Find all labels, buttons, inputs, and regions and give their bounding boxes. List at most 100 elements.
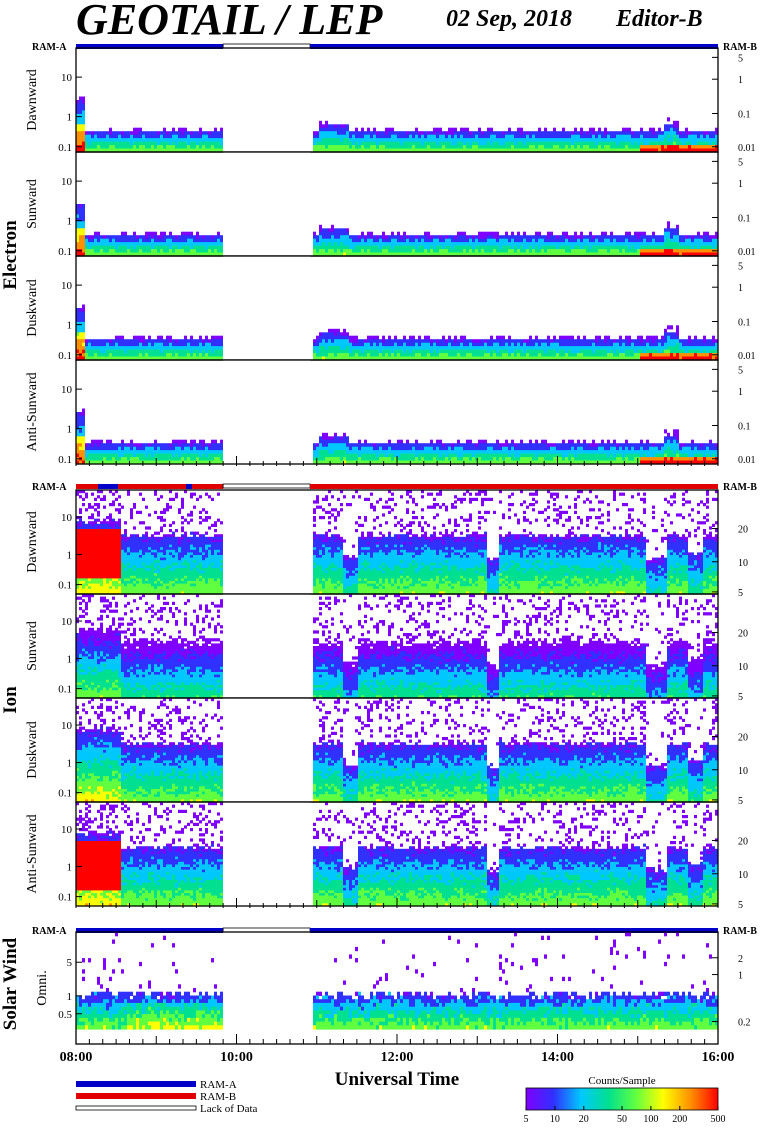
ram-right-label: RAM-B — [723, 926, 757, 937]
y-tick-label-right: 20 — [738, 628, 748, 639]
x-axis-label: Universal Time — [335, 1069, 459, 1090]
colorbar-tick-label: 100 — [643, 1114, 658, 1125]
y-tick-label-right: 0.01 — [738, 247, 756, 258]
y-tick-label-right: 0.1 — [738, 318, 751, 329]
y-tick-label: 10 — [61, 720, 73, 732]
ram-b-segment — [192, 484, 224, 489]
ram-left-label: RAM-A — [32, 926, 67, 937]
y-tick-label-right: 1 — [738, 75, 743, 86]
ram-a-segment — [98, 484, 118, 489]
legend-swatch-ram-a — [76, 1081, 196, 1087]
ram-a-segment — [76, 44, 224, 49]
panel-label: Sunward — [25, 179, 40, 229]
y-tick-label-right: 1 — [738, 971, 743, 982]
y-tick-label-right: 0.1 — [738, 422, 751, 433]
y-tick-label: 1 — [67, 757, 73, 769]
y-tick-label-right: 20 — [738, 836, 748, 847]
panel-label: Dawnward — [25, 69, 40, 130]
panel-Anti-Sunward — [75, 359, 719, 465]
legend-label: RAM-A — [200, 1079, 237, 1091]
y-tick-label-right: 1 — [738, 387, 743, 398]
colorbar-tick-label: 10 — [550, 1114, 560, 1125]
colorbar-tick-label: 5 — [524, 1114, 529, 1125]
y-tick-label-right: 0.01 — [738, 455, 756, 466]
panel-Dawnward — [75, 47, 719, 153]
panel-label: Sunward — [25, 621, 40, 671]
y-tick-label-right: 2 — [738, 954, 743, 965]
x-tick-label: 10:00 — [220, 1050, 253, 1065]
y-tick-label: 0.1 — [58, 580, 72, 592]
y-tick-label: 0.1 — [58, 684, 72, 696]
y-tick-label-right: 5 — [738, 796, 743, 807]
colorbar-tick-label: 200 — [672, 1114, 687, 1125]
y-tick-label: 0.1 — [58, 454, 72, 466]
ram-a-segment — [310, 928, 718, 933]
ram-b-segment — [310, 484, 718, 489]
panel-label: Anti-Sunward — [25, 372, 40, 451]
group-label: Ion — [0, 686, 21, 714]
y-tick-label-right: 0.1 — [738, 110, 751, 121]
y-tick-label: 10 — [61, 72, 73, 84]
y-tick-label: 1 — [67, 424, 73, 436]
chart-date: 02 Sep, 2018 — [446, 6, 572, 33]
y-tick-label-right: 5 — [738, 900, 743, 911]
group-label: Solar Wind — [0, 937, 21, 1030]
y-tick-label-right: 10 — [738, 558, 748, 569]
ram-a-segment — [76, 928, 224, 933]
y-tick-label-right: 5 — [738, 692, 743, 703]
panel-Dawnward — [75, 489, 719, 595]
ram-left-label: RAM-A — [32, 42, 67, 53]
y-tick-label: 1 — [67, 216, 73, 228]
chart-title: GEOTAIL / LEP — [76, 0, 382, 45]
legend-swatch-ram-b — [76, 1093, 196, 1099]
y-tick-label: 0.1 — [58, 788, 72, 800]
panel-Duskward — [75, 255, 719, 361]
colorbar-tick-label: 500 — [711, 1114, 726, 1125]
x-tick-label: 08:00 — [60, 1050, 93, 1065]
panel-label: Duskward — [25, 279, 40, 337]
y-tick-label: 10 — [61, 176, 73, 188]
colorbar-tick-label: 50 — [617, 1114, 627, 1125]
y-tick-label-right: 5 — [738, 365, 743, 376]
y-tick-label-right: 5 — [738, 157, 743, 168]
panel-label: Anti-Sunward — [25, 814, 40, 893]
y-tick-label: 1 — [67, 991, 73, 1003]
y-tick-label: 10 — [61, 384, 73, 396]
legend-label: RAM-B — [200, 1091, 236, 1103]
y-tick-label-right: 5 — [738, 53, 743, 64]
y-tick-label-right: 1 — [738, 179, 743, 190]
y-tick-label: 0.1 — [58, 892, 72, 904]
x-tick-label: 16:00 — [702, 1050, 735, 1065]
y-tick-label: 1 — [67, 112, 73, 124]
ram-b-segment — [118, 484, 186, 489]
chart-editor: Editor-B — [616, 6, 703, 33]
y-tick-label: 10 — [61, 824, 73, 836]
ram-right-label: RAM-B — [723, 42, 757, 53]
y-tick-label-right: 0.01 — [738, 351, 756, 362]
ram-right-label: RAM-B — [723, 482, 757, 493]
y-tick-label: 1 — [67, 549, 73, 561]
y-tick-label-right: 10 — [738, 870, 748, 881]
ram-b-segment — [76, 484, 98, 489]
y-tick-label-right: 10 — [738, 662, 748, 673]
panel-Sunward — [75, 151, 719, 257]
x-tick-label: 14:00 — [541, 1050, 574, 1065]
y-tick-label: 0.5 — [58, 1009, 72, 1021]
panel-Anti-Sunward — [75, 801, 719, 907]
legend-label: Lack of Data — [200, 1103, 258, 1115]
ram-gap-segment — [222, 483, 311, 489]
panel-label: Duskward — [25, 721, 40, 779]
y-tick-label-right: 1 — [738, 283, 743, 294]
panel-Duskward — [75, 697, 719, 803]
y-tick-label-right: 10 — [738, 766, 748, 777]
y-tick-label-right: 20 — [738, 524, 748, 535]
ram-bar-1 — [76, 483, 718, 489]
y-tick-label-right: 0.1 — [738, 214, 751, 225]
y-tick-label: 1 — [67, 653, 73, 665]
legend-swatch-gap — [75, 1105, 197, 1111]
x-tick-label: 12:00 — [381, 1050, 414, 1065]
y-tick-label: 0.1 — [58, 350, 72, 362]
y-tick-label: 0.1 — [58, 142, 72, 154]
ram-a-segment — [310, 44, 718, 49]
